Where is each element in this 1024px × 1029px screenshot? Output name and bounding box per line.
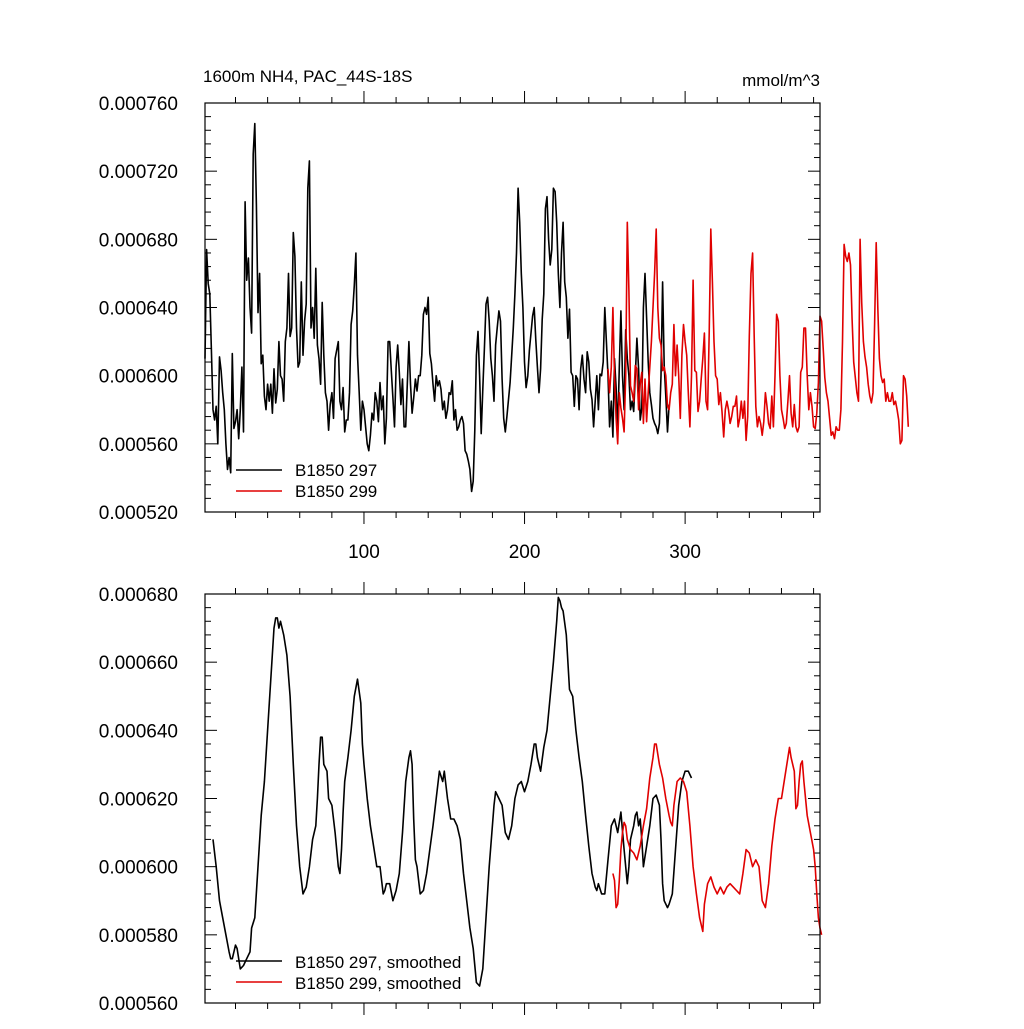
y-tick-label: 0.000580: [99, 926, 178, 947]
legend-label-299: B1850 299: [295, 482, 377, 501]
chart-title: 1600m NH4, PAC_44S-18S: [203, 67, 412, 86]
legend-top: B1850 297 B1850 299: [236, 461, 377, 501]
x-tick-label: 100: [348, 542, 380, 563]
x-tick-label: 300: [669, 542, 701, 563]
x-tick-label: 200: [509, 542, 541, 563]
series-line-b1850-299-smoothed: [612, 743, 823, 935]
y-tick-label: 0.000720: [99, 162, 178, 183]
axis-ticks-top: [205, 91, 820, 524]
plot-frame-top: [204, 102, 821, 513]
bottom-panel: 0.000560 0.000580 0.000600 0.000620 0.000640…: [99, 582, 823, 1015]
legend-bottom: B1850 297, smoothed B1850 299, smoothed: [236, 953, 461, 993]
legend-label-299-smoothed: B1850 299, smoothed: [295, 974, 461, 993]
y-tick-label: 0.000600: [99, 858, 178, 879]
y-tick-label: 0.000600: [99, 367, 178, 388]
y-tick-labels-top: 0.000520 0.000560 0.000600 0.000640 0.000680…: [99, 94, 178, 524]
top-panel: 1600m NH4, PAC_44S-18S mmol/m^3 0.000520…: [99, 67, 910, 563]
y-tick-label: 0.000680: [99, 230, 178, 251]
y-tick-label: 0.000680: [99, 585, 178, 606]
legend-label-297-smoothed: B1850 297, smoothed: [295, 953, 461, 972]
x-tick-labels-top: 100 200 300: [348, 542, 701, 563]
series-line-b1850-297-smoothed: [212, 596, 693, 987]
y-tick-label: 0.000640: [99, 721, 178, 742]
series-lines-bottom: [212, 596, 823, 987]
series-lines-top: [204, 122, 910, 493]
y-tick-label: 0.000640: [99, 299, 178, 320]
y-tick-label: 0.000560: [99, 435, 178, 456]
legend-label-297: B1850 297: [295, 461, 377, 480]
axis-ticks-bottom: [205, 582, 820, 1015]
y-tick-label: 0.000560: [99, 994, 178, 1015]
series-line-b1850-299: [607, 221, 910, 445]
y-tick-labels-bottom: 0.000560 0.000580 0.000600 0.000620 0.000640…: [99, 585, 178, 1015]
y-tick-label: 0.000520: [99, 503, 178, 524]
units-label: mmol/m^3: [742, 71, 820, 90]
y-tick-label: 0.000620: [99, 790, 178, 811]
y-tick-label: 0.000660: [99, 653, 178, 674]
y-tick-label: 0.000760: [99, 94, 178, 115]
series-line-b1850-297: [204, 122, 670, 493]
plot-frame-bottom: [204, 593, 821, 1004]
